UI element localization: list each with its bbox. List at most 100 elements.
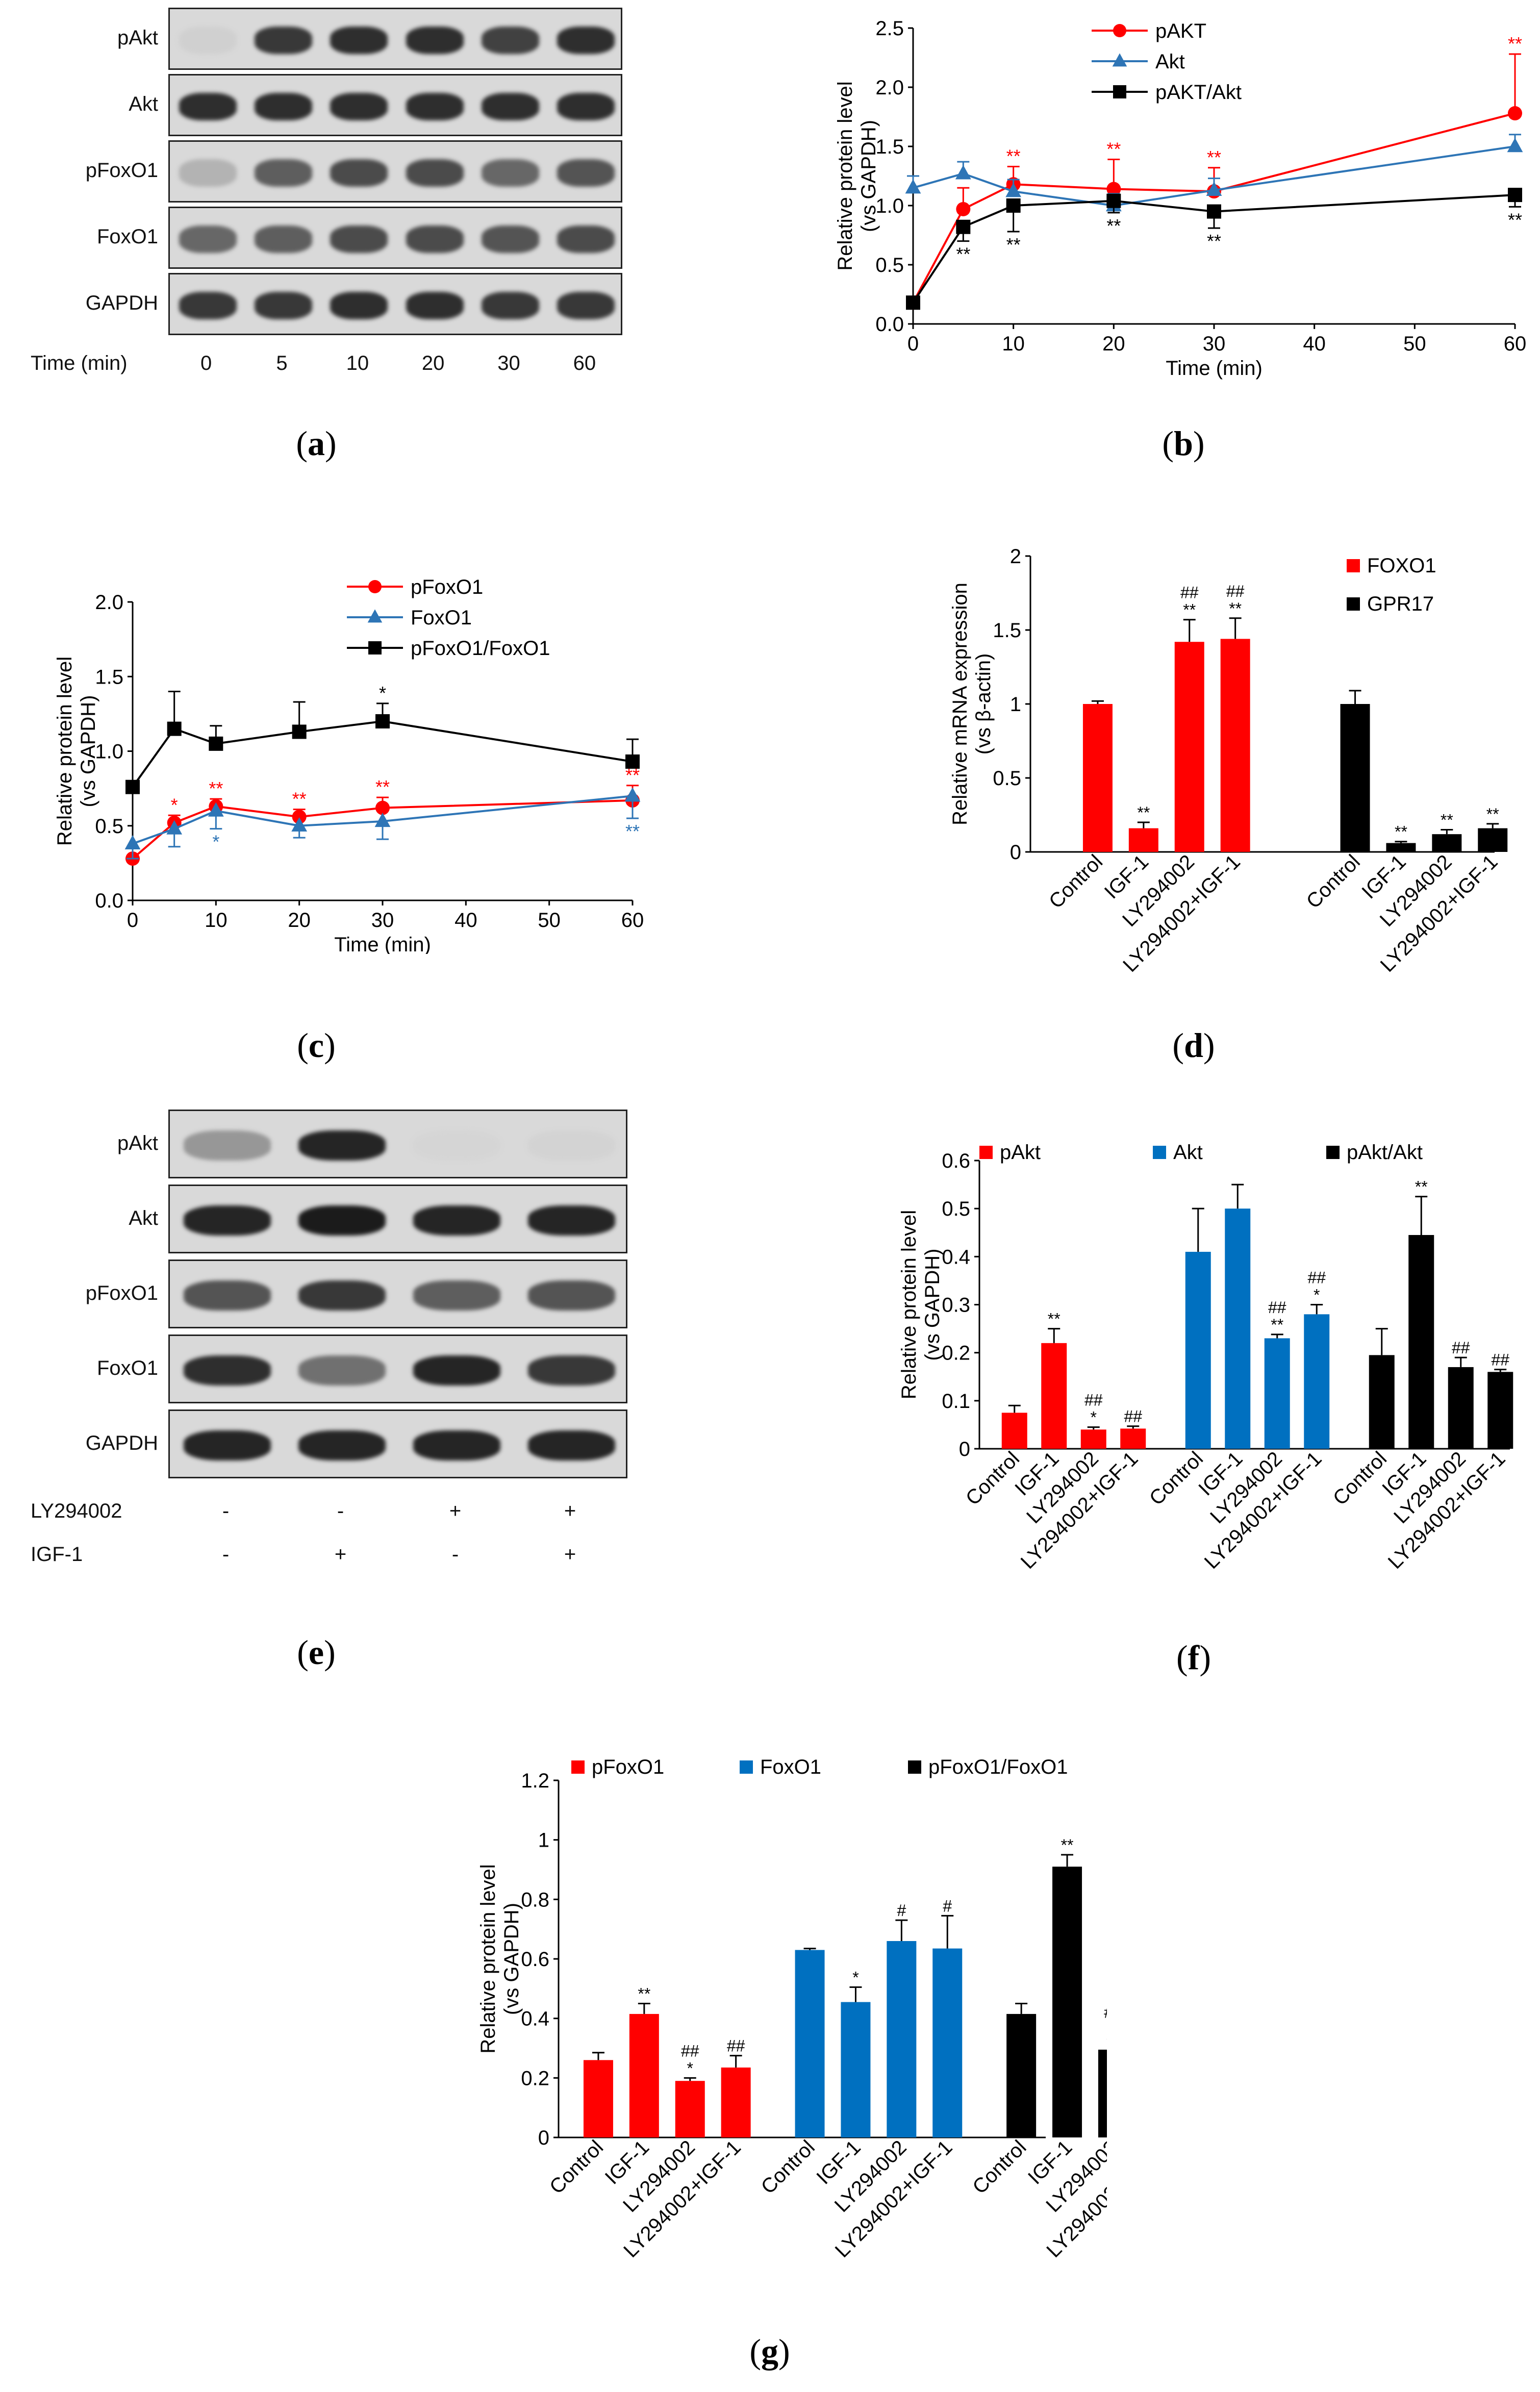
y-tick-label: 0.4: [521, 2008, 549, 2030]
y-axis-label-line: Relative protein level: [54, 657, 76, 846]
significance-label: *: [171, 794, 178, 815]
chart-g-foxo1-treatment: 0 0.2 0.4 0.6 0.8 1 1.2 Relative protein level(…: [477, 1756, 1107, 2262]
blot-band: [557, 93, 615, 120]
data-point: [1006, 198, 1021, 213]
bar: [1185, 1251, 1211, 1449]
series-foxo1: * **: [124, 787, 641, 860]
y-tick-label: 0: [959, 1438, 970, 1461]
significance-label: **: [1183, 601, 1196, 619]
x-category-label: Control: [968, 2136, 1030, 2198]
treatment-sign: +: [564, 1500, 576, 1522]
bar: [583, 2060, 613, 2137]
data-point: [375, 800, 390, 815]
blot-band: [179, 292, 237, 319]
x-tick-label: 60: [621, 909, 644, 931]
bar: [1225, 1208, 1251, 1449]
blot-band: [330, 93, 388, 120]
bar: [1386, 843, 1416, 852]
y-tick-label: 0.6: [521, 1948, 549, 1971]
y-tick-label: 0.5: [875, 254, 904, 276]
significance-label: **: [1508, 209, 1522, 230]
bar: [1220, 639, 1250, 852]
y-tick-label: 1.5: [875, 136, 904, 158]
legend-swatch: [740, 1760, 753, 1774]
blot-row-akt: [168, 1185, 627, 1253]
data-point: [368, 641, 382, 654]
series-pakt: Control**IGF-1##*LY294002##LY294002+IGF-…: [962, 1310, 1146, 1573]
blot-band: [298, 1280, 386, 1311]
y-axis-label-line: (vs GAPDH): [77, 695, 99, 808]
y-axis-label-line: Relative protein level: [477, 1864, 499, 2053]
blot-band: [298, 1430, 386, 1461]
bar: [1001, 1413, 1027, 1449]
time-label: Time (min): [31, 352, 128, 374]
x-tick-label: 0: [127, 909, 138, 931]
series-akt: [905, 134, 1523, 212]
data-point: [1508, 106, 1522, 121]
blot-row-gapdh: [168, 273, 622, 335]
bar: [1041, 1343, 1067, 1449]
significance-label: #: [897, 1901, 906, 1920]
y-tick-label: 0.6: [942, 1150, 970, 1172]
y-tick-label: 2.0: [95, 591, 123, 614]
blot-band: [528, 1205, 615, 1236]
blot-row-label: GAPDH: [85, 292, 158, 314]
data-point: [292, 724, 307, 739]
significance-label: ##: [1124, 1407, 1142, 1426]
y-axis-label-line: Relative protein level: [834, 81, 856, 270]
y-tick-label: 2: [1010, 545, 1021, 568]
significance-label: **: [1061, 1836, 1074, 1854]
y-tick-label: 0.5: [993, 767, 1021, 790]
series-foxo1: Control*IGF-1#LY294002#LY294002+IGF-1: [757, 1897, 963, 2262]
treatment-sign: +: [564, 1543, 576, 1566]
legend-swatch: [1347, 559, 1360, 572]
blot-band: [330, 292, 388, 319]
blot-band: [557, 292, 615, 319]
legend-swatch: [1153, 1146, 1166, 1159]
bar: [1006, 2013, 1037, 2137]
blot-band: [406, 292, 464, 319]
bar: [1340, 704, 1370, 852]
series-gpr17: Control**IGF-1**LY294002**LY294002+IGF-1: [1302, 690, 1508, 976]
blot-band: [179, 93, 237, 120]
y-tick-label: 1.5: [95, 666, 123, 688]
blot-band: [255, 27, 312, 54]
blot-row-foxo1: [168, 207, 622, 269]
blot-band: [255, 225, 312, 253]
series-line: [913, 145, 1516, 207]
significance-label: ##: [681, 2042, 699, 2060]
blot-band: [557, 27, 615, 54]
bar: [887, 1941, 917, 2137]
significance-label: **: [1048, 1310, 1061, 1328]
legend-swatch: [1326, 1146, 1340, 1159]
blot-band: [557, 159, 615, 187]
blot-row-pfoxo1: [168, 1260, 627, 1328]
significance-label: ##: [1268, 1298, 1286, 1317]
series-line: [132, 795, 633, 845]
panel-a-blot: pAkt Akt pFoxO1 FoxO1 GAPDH Time (min) 0 5 10 20 3…: [0, 0, 643, 408]
significance-label: ##: [1180, 584, 1199, 602]
bar: [1448, 1367, 1474, 1449]
caption-c: (c): [297, 1026, 336, 1065]
data-point: [367, 609, 383, 623]
significance-label: **: [1486, 805, 1499, 823]
blot-band: [179, 225, 237, 253]
blot-row-label: pAkt: [117, 1131, 158, 1154]
significance-label: **: [375, 776, 390, 797]
panel-e-blot: pAkt Akt pFoxO1 FoxO1 GAPDH LY294002 - - + + IGF-1…: [0, 1102, 643, 1617]
significance-label: *: [212, 832, 219, 852]
blot-band: [413, 1205, 500, 1236]
bar: [675, 2081, 705, 2137]
blot-band: [413, 1280, 500, 1311]
significance-label: *: [1091, 1408, 1097, 1427]
y-tick-label: 0.2: [942, 1342, 970, 1365]
x-category-label: Control: [1329, 1447, 1391, 1509]
significance-label: **: [1006, 145, 1021, 166]
significance-label: **: [1207, 231, 1221, 251]
data-point: [1113, 85, 1126, 98]
x-category-label: Control: [1302, 850, 1365, 913]
blot-band: [406, 27, 464, 54]
y-tick-label: 0.0: [875, 313, 904, 336]
blot-band: [179, 159, 237, 187]
bar: [1120, 1428, 1146, 1449]
